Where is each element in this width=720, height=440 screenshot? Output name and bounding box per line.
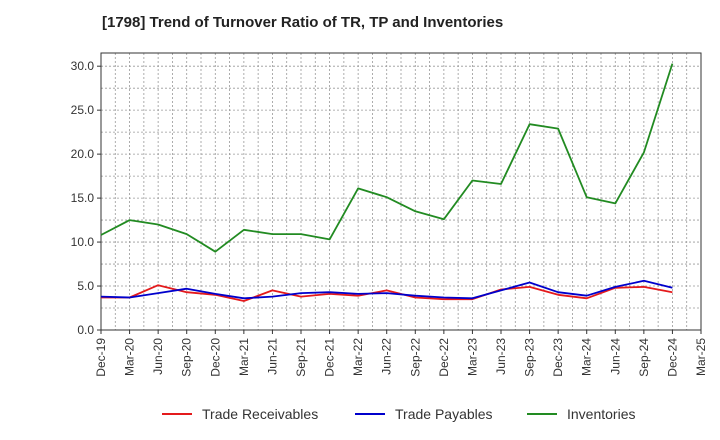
x-tick-label: Dec-20: [208, 338, 222, 377]
legend-label-trade-receivables: Trade Receivables: [202, 406, 319, 422]
series-line-trade-receivables: [101, 284, 673, 302]
x-tick-label: Jun-22: [380, 338, 394, 375]
legend-item-trade-payables: Trade Payables: [355, 403, 493, 425]
legend-item-inventories: Inventories: [527, 403, 635, 425]
x-tick-label: Sep-23: [523, 338, 537, 377]
legend-swatch-trade-payables: [355, 413, 385, 415]
grid-lines: [100, 53, 702, 330]
x-tick-label: Dec-19: [94, 338, 108, 377]
legend-item-trade-receivables: Trade Receivables: [162, 403, 318, 425]
chart-legend: Trade Receivables Trade Payables Invento…: [0, 403, 720, 425]
series-line-inventories: [100, 63, 674, 253]
plot-frame: [100, 52, 702, 331]
x-tick-label: Jun-23: [494, 338, 508, 375]
y-tick-label: 0.0: [77, 323, 94, 337]
x-tick-label: Dec-24: [665, 338, 679, 377]
x-tick-label: Jun-24: [608, 338, 622, 375]
x-tick-label: Mar-21: [237, 338, 251, 376]
x-tick-label: Jun-20: [151, 338, 165, 375]
y-tick-label: 15.0: [71, 191, 95, 205]
chart-title: [1798] Trend of Turnover Ratio of TR, TP…: [102, 14, 504, 31]
y-tick-label: 30.0: [71, 59, 95, 73]
y-tick-label: 25.0: [71, 103, 95, 117]
x-tick-label: Jun-21: [265, 338, 279, 375]
legend-label-trade-payables: Trade Payables: [395, 406, 493, 422]
plot-border: [100, 52, 702, 331]
y-tick-label: 20.0: [71, 147, 95, 161]
legend-swatch-trade-receivables: [162, 413, 192, 415]
y-tick-label: 10.0: [71, 235, 95, 249]
x-tick-label: Sep-20: [180, 338, 194, 377]
x-tick-label: Mar-24: [580, 338, 594, 376]
legend-swatch-inventories: [527, 413, 557, 415]
y-axis-ticks: 0.0 5.0 10.0 15.0 20.0 25.0 30.0: [71, 59, 101, 337]
x-tick-label: Dec-21: [323, 338, 337, 377]
series-line-trade-payables: [100, 279, 673, 300]
x-tick-label: Mar-22: [351, 338, 365, 376]
series-lines: [100, 63, 674, 302]
x-tick-label: Dec-22: [437, 338, 451, 377]
x-tick-label: Mar-23: [465, 338, 479, 376]
x-tick-label: Sep-22: [408, 338, 422, 377]
y-tick-label: 5.0: [77, 279, 94, 293]
x-tick-label: Mar-20: [123, 338, 137, 376]
x-axis-ticks: Dec-19 Mar-20 Jun-20 Sep-20 Dec-20 Mar-21 Jun-…: [94, 330, 708, 377]
legend-label-inventories: Inventories: [567, 406, 636, 422]
x-tick-label: Mar-25: [694, 338, 708, 376]
x-tick-label: Dec-23: [551, 338, 565, 377]
x-tick-label: Sep-24: [637, 338, 651, 377]
x-tick-label: Sep-21: [294, 338, 308, 377]
